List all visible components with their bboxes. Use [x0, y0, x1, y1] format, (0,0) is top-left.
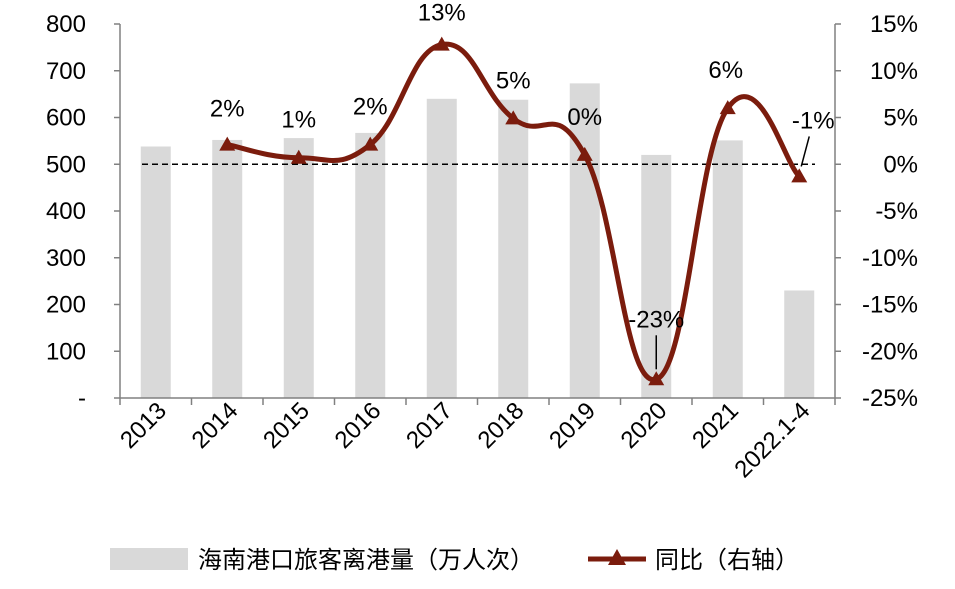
left-tick-label: 400	[46, 198, 86, 225]
leader-line-2022	[800, 136, 810, 167]
left-axis: - 100 200 300 400 500 600 700 800	[46, 11, 121, 412]
bar-2022.1-4	[784, 290, 815, 398]
right-tick-label: -25%	[862, 385, 918, 412]
yoy-label-2022.1-4: -1%	[792, 107, 835, 134]
yoy-marker-2022.1-4	[791, 168, 808, 183]
left-tick-label: -	[78, 385, 86, 412]
x-tick-label-2019: 2019	[544, 397, 601, 454]
bar-2015	[283, 138, 314, 398]
x-tick-label-2022.1-4: 2022.1-4	[729, 397, 815, 483]
x-tick-label-2014: 2014	[187, 397, 244, 454]
bar-2013	[140, 146, 171, 398]
left-tick-label: 200	[46, 292, 86, 319]
yoy-label-2021: 6%	[708, 57, 743, 84]
right-tick-label: -15%	[862, 292, 918, 319]
x-tick-label-2018: 2018	[473, 397, 530, 454]
x-axis: 2013 2014 2015 2016 2017 2018 2019 2020 20212022…	[115, 397, 836, 483]
bar-2017	[426, 98, 457, 399]
yoy-label-2020: -23%	[628, 306, 684, 333]
x-tick-label-2020: 2020	[616, 397, 673, 454]
left-tick-label: 700	[46, 58, 86, 85]
x-tick-label-2017: 2017	[401, 397, 458, 454]
yoy-label-2016: 2%	[353, 94, 388, 121]
bar-2014	[212, 139, 243, 398]
legend-line-label: 同比（右轴）	[655, 547, 799, 574]
x-tick-label-2021: 2021	[687, 397, 744, 454]
bar-2016	[355, 132, 386, 399]
yoy-marker-2020	[648, 371, 665, 386]
yoy-marker-2014	[219, 136, 236, 151]
right-tick-label: 5%	[883, 105, 918, 132]
yoy-marker-2018	[505, 110, 522, 125]
yoy-marker-2017	[433, 36, 450, 51]
yoy-marker-2016	[362, 136, 379, 151]
plot-area: 2% 1% 2% 13% 5% 0% -23% 6% -1%	[140, 0, 835, 399]
legend-bar-swatch	[110, 548, 188, 570]
legend-bar-label: 海南港口旅客离港量（万人次）	[198, 547, 534, 574]
left-tick-label: 300	[46, 245, 86, 272]
yoy-line	[224, 41, 802, 382]
bar-2018	[498, 99, 529, 399]
legend: 海南港口旅客离港量（万人次） 同比（右轴）	[110, 547, 799, 574]
yoy-label-2014: 2%	[210, 96, 245, 123]
right-tick-label: -5%	[875, 198, 918, 225]
right-tick-label: -20%	[862, 338, 918, 365]
yoy-label-2015: 1%	[281, 107, 316, 134]
yoy-label-2017: 13%	[418, 0, 466, 27]
yoy-marker-2015	[290, 149, 307, 164]
left-tick-label: 500	[46, 151, 86, 178]
x-tick-label-2013: 2013	[115, 397, 172, 454]
bar-2021	[712, 140, 743, 398]
yoy-marker-2019	[576, 146, 593, 161]
x-tick-label-2016: 2016	[330, 397, 387, 454]
right-axis: -25% -20% -15% -10% -5% 0% 5% 10% 15%	[834, 11, 918, 412]
yoy-label-2018: 5%	[496, 67, 531, 94]
right-tick-label: 0%	[883, 151, 918, 178]
yoy-marker-2021	[719, 100, 736, 115]
right-tick-label: 15%	[870, 11, 918, 38]
x-tick-label-2015: 2015	[258, 397, 315, 454]
left-tick-label: 100	[46, 338, 86, 365]
left-tick-label: 600	[46, 105, 86, 132]
yoy-label-2019: 0%	[567, 104, 602, 131]
right-tick-label: -10%	[862, 245, 918, 272]
legend-line-marker	[608, 549, 626, 565]
left-tick-label: 800	[46, 11, 86, 38]
right-tick-label: 10%	[870, 58, 918, 85]
